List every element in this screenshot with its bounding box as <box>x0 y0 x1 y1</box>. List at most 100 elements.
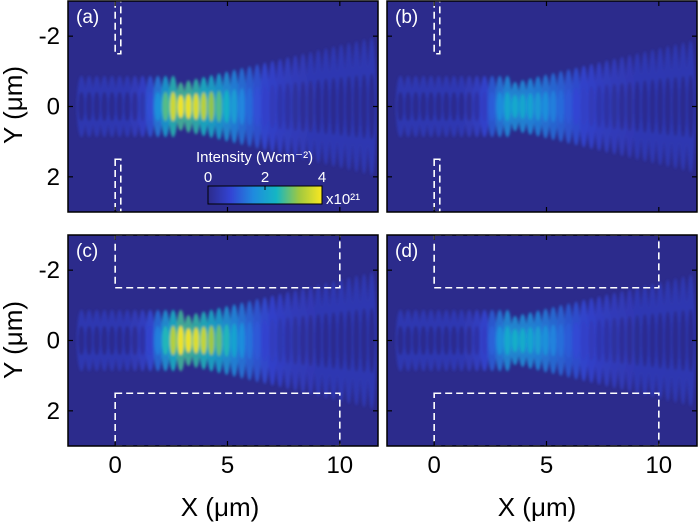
intensity-fringe-core <box>611 83 618 130</box>
intensity-fringe-core <box>443 325 450 356</box>
x-axis-title-right: X (μm) <box>498 492 577 522</box>
intensity-fringe-core <box>656 312 664 369</box>
intensity-fringe-core <box>360 308 368 373</box>
intensity-fringe-core <box>192 93 200 120</box>
intensity-fringe-core <box>101 325 108 356</box>
x-tick-label: 0 <box>108 452 121 479</box>
intensity-fringe-core <box>603 318 610 363</box>
x-tick-label: 10 <box>645 452 672 479</box>
intensity-fringe-core <box>315 313 322 368</box>
intensity-fringe-core <box>542 325 549 356</box>
intensity-fringe-core <box>322 78 330 135</box>
intensity-fringe-core <box>322 312 330 369</box>
target-wall-0 <box>433 1 441 55</box>
intensity-fringe-core <box>215 90 223 123</box>
intensity-fringe-core <box>215 324 223 357</box>
intensity-fringe-core <box>261 85 268 128</box>
colorbar-tick-0: 0 <box>204 169 212 186</box>
intensity-fringe-core <box>427 91 435 122</box>
x-tick-label: 5 <box>221 452 234 479</box>
intensity-fringe-core <box>466 325 473 356</box>
intensity-fringe-core <box>292 316 299 365</box>
intensity-fringe-core <box>527 326 534 355</box>
intensity-fringe-core <box>565 88 572 125</box>
intensity-fringe-core <box>626 81 633 132</box>
intensity-fringe-core <box>162 325 169 356</box>
intensity-fringe-core <box>649 79 656 134</box>
intensity-fringe-core <box>603 84 610 129</box>
target-wall-0 <box>433 235 660 289</box>
intensity-fringe-core <box>85 91 93 122</box>
intensity-fringe-core <box>108 325 116 356</box>
intensity-fringe-core <box>292 81 299 132</box>
intensity-fringe-core <box>634 80 641 133</box>
intensity-map <box>76 37 377 176</box>
intensity-fringe-core <box>345 75 352 138</box>
intensity-fringe-core <box>687 308 694 373</box>
y-tick-label: -2 <box>39 23 60 50</box>
intensity-fringe-core <box>284 82 291 131</box>
intensity-fringe-core <box>177 94 184 119</box>
intensity-fringe-core <box>200 326 207 355</box>
intensity-fringe-core <box>147 325 154 356</box>
intensity-fringe-core <box>611 317 618 364</box>
intensity-fringe-core <box>481 325 488 356</box>
intensity-fringe-core <box>299 315 307 366</box>
intensity-fringe-core <box>412 325 419 356</box>
intensity-fringe-core <box>481 91 488 122</box>
intensity-fringe-core <box>580 320 587 361</box>
target-wall-1 <box>114 392 341 446</box>
intensity-fringe-core <box>139 91 146 122</box>
intensity-fringe-core <box>672 310 679 371</box>
intensity-fringe-core <box>246 87 253 126</box>
intensity-fringe-core <box>420 325 427 356</box>
x-tick-label: 10 <box>326 452 353 479</box>
intensity-fringe-core <box>557 89 565 124</box>
intensity-fringe-core <box>169 91 177 122</box>
intensity-fringe-core <box>466 91 473 122</box>
x-tick-label: 0 <box>427 452 440 479</box>
intensity-fringe-core <box>534 326 542 355</box>
intensity-fringe-core <box>253 320 261 361</box>
intensity-fringe-core <box>85 325 93 356</box>
intensity-fringe-core <box>534 92 542 121</box>
intensity-fringe-core <box>397 91 404 122</box>
intensity-fringe-core <box>131 91 139 122</box>
intensity-fringe-core <box>353 75 360 138</box>
intensity-fringe-core <box>641 314 649 367</box>
y-tick-label: -2 <box>39 257 60 284</box>
intensity-fringe-core <box>231 323 238 358</box>
intensity-fringe-core <box>223 89 230 124</box>
intensity-fringe-core <box>427 325 435 356</box>
intensity-fringe-core <box>473 325 481 356</box>
intensity-fringe-core <box>337 76 345 137</box>
intensity-fringe-core <box>307 80 314 133</box>
intensity-fringe-core <box>116 325 123 356</box>
intensity-fringe-core <box>519 93 526 120</box>
intensity-fringe-core <box>672 76 679 137</box>
target-wall-1 <box>433 158 441 212</box>
colorbar-tick-4: 4 <box>318 169 326 186</box>
intensity-fringe-core <box>404 325 412 356</box>
intensity-fringe-core <box>504 91 511 122</box>
x-tick-label: 5 <box>540 452 553 479</box>
intensity-fringe-core <box>618 316 626 365</box>
intensity-fringe-core <box>656 78 664 135</box>
intensity-fringe-core <box>337 311 345 370</box>
panel-c: (c) -2 0 2 0 5 10 <box>39 234 379 479</box>
intensity-fringe-core <box>78 91 85 122</box>
intensity-map <box>76 271 377 410</box>
intensity-fringe-core <box>588 86 595 127</box>
intensity-fringe-core <box>664 77 671 136</box>
target-wall-0 <box>114 1 122 55</box>
y-tick-label: 2 <box>47 164 60 191</box>
intensity-fringe-core <box>679 309 687 372</box>
intensity-fringe-core <box>276 317 284 364</box>
panel-label: (a) <box>76 7 99 28</box>
intensity-fringe-core <box>269 318 276 363</box>
intensity-fringe-core <box>353 309 360 372</box>
y-tick-label: 0 <box>47 94 60 121</box>
intensity-fringe-core <box>511 94 519 119</box>
intensity-fringe-core <box>154 91 162 122</box>
